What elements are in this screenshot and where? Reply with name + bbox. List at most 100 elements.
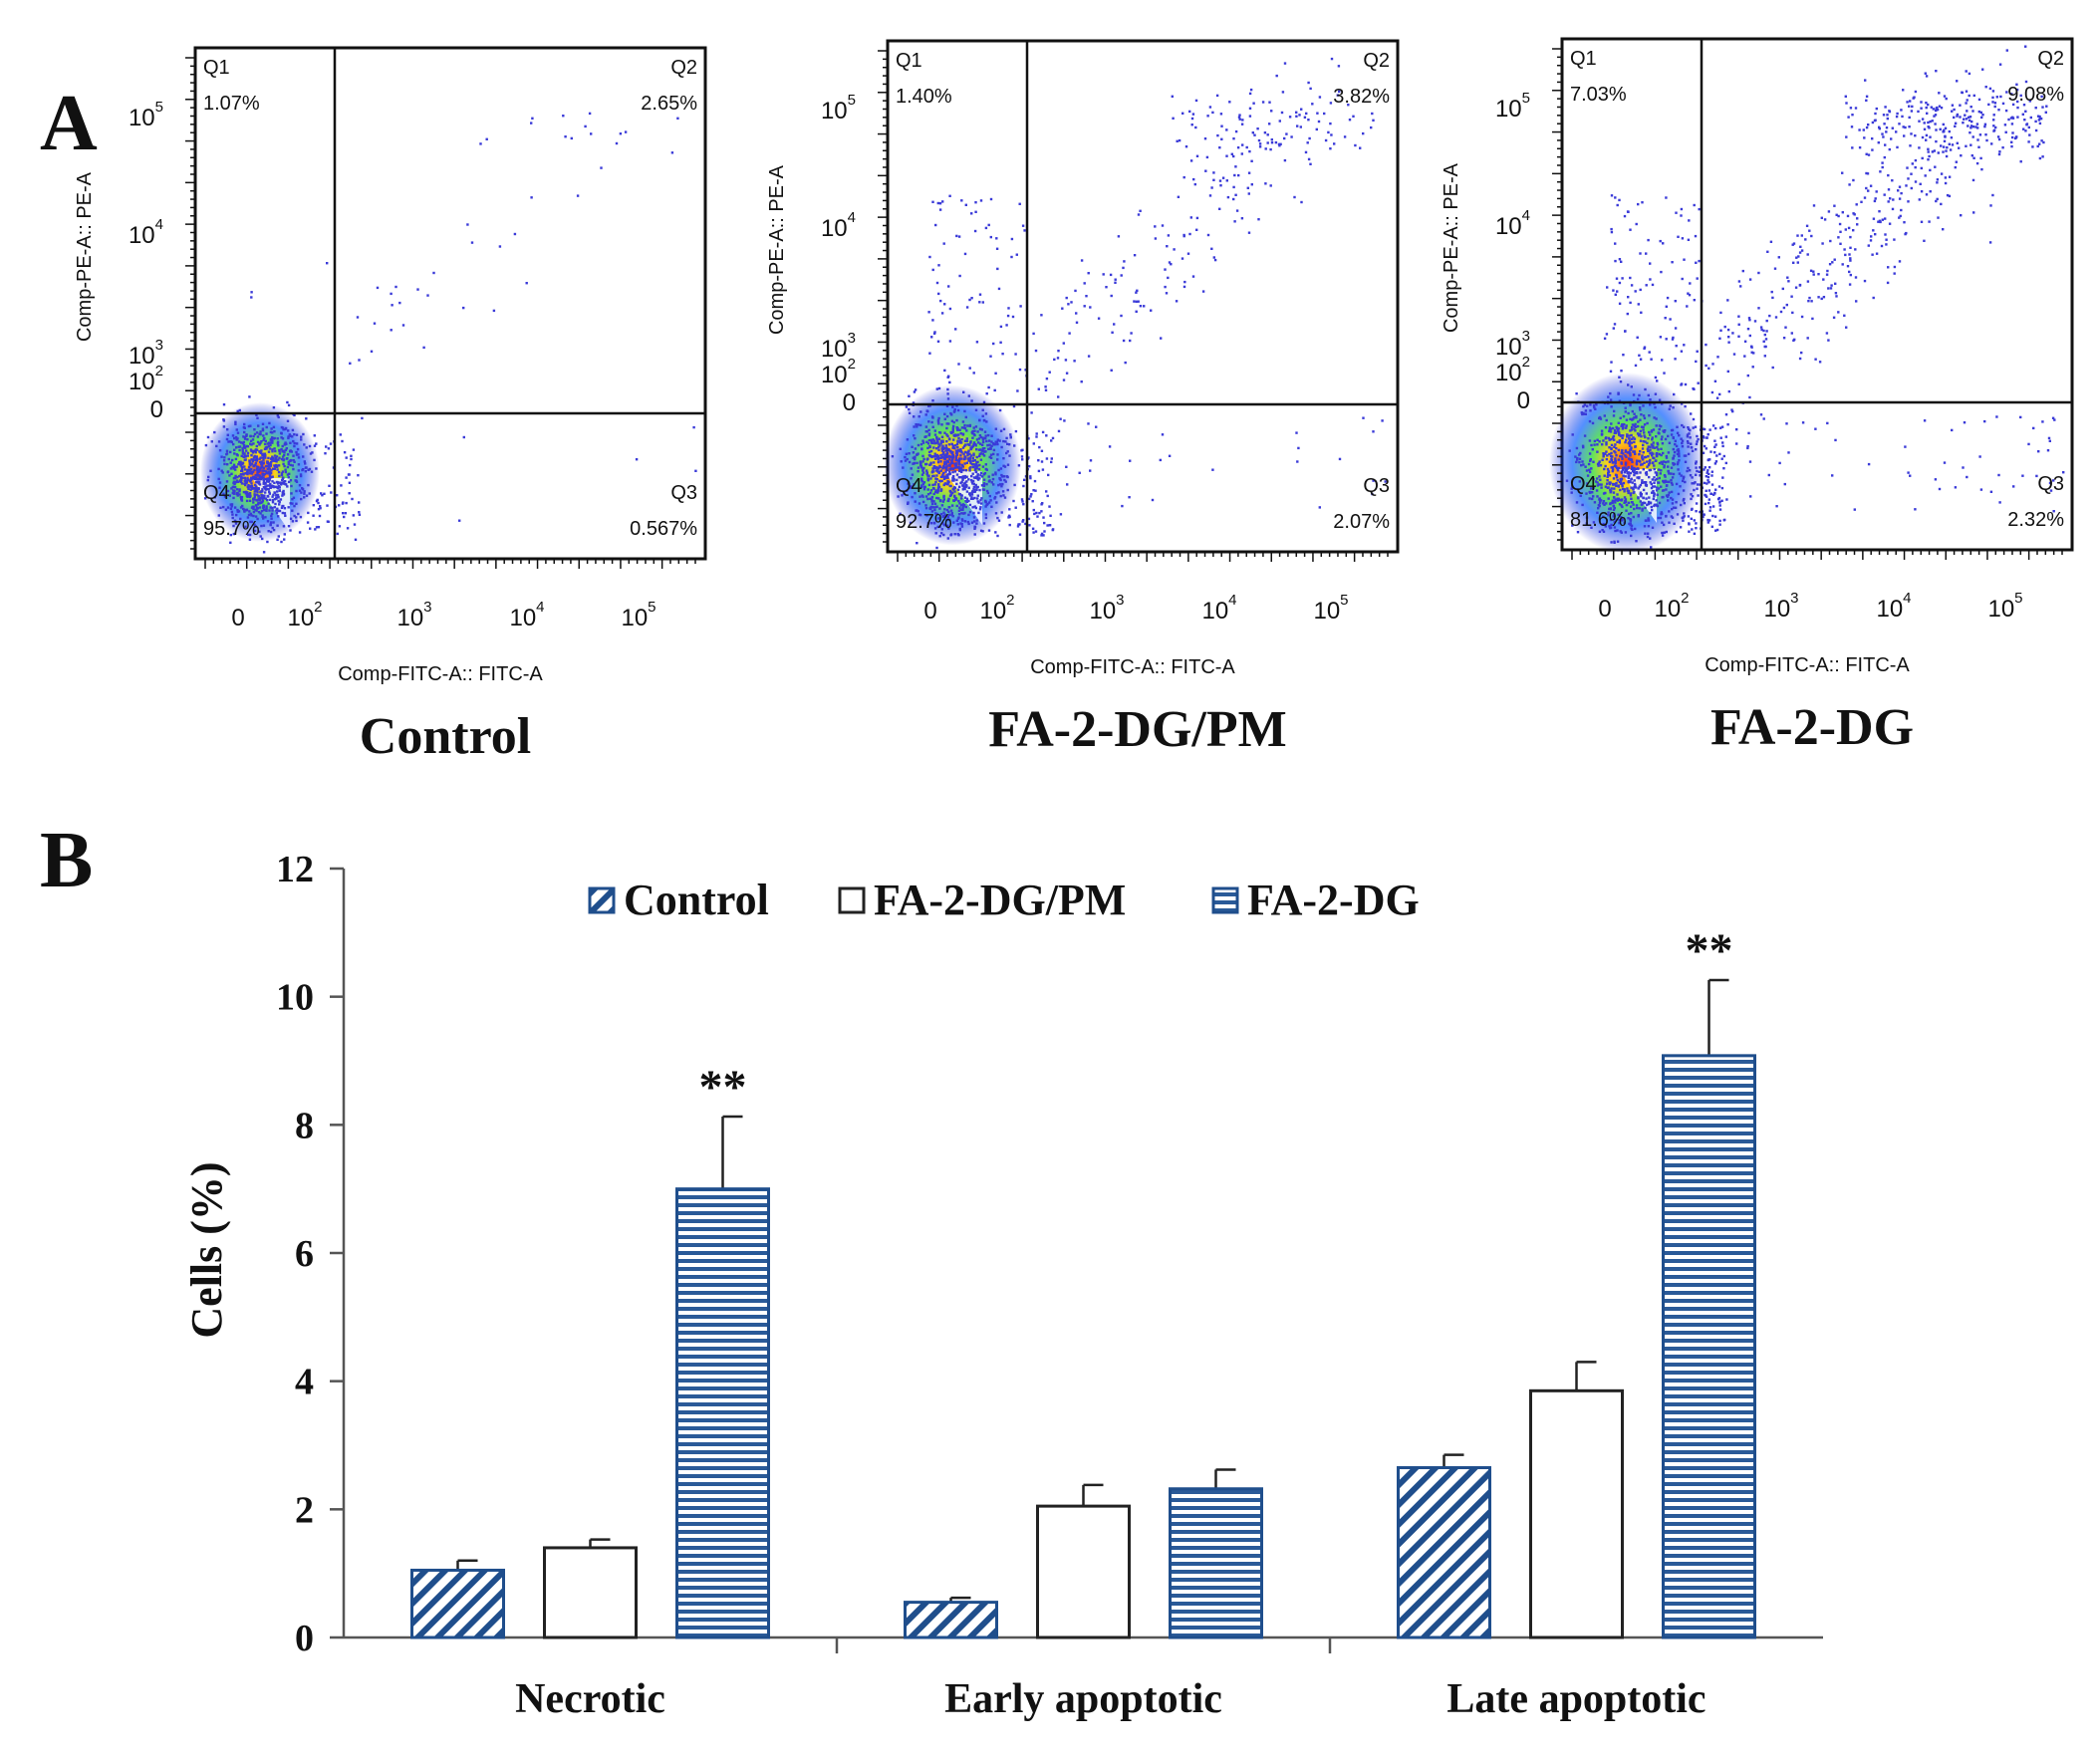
event-dot: [941, 515, 944, 518]
event-dot: [1637, 303, 1640, 306]
event-dot: [1668, 407, 1671, 410]
event-dot: [971, 436, 974, 439]
event-dot: [933, 455, 936, 458]
event-dot: [1002, 457, 1005, 460]
event-dot: [920, 480, 923, 483]
event-dot: [1650, 486, 1654, 490]
event-dot: [938, 456, 941, 460]
event-dot: [1610, 361, 1613, 364]
event-dot: [1269, 184, 1272, 187]
event-dot: [1898, 260, 1902, 263]
event-dot: [1655, 452, 1658, 456]
event-dot: [2025, 123, 2029, 126]
event-dot: [1133, 254, 1137, 257]
event-dot: [1900, 191, 1903, 195]
event-dot: [1610, 466, 1613, 469]
event-dot: [1743, 340, 1747, 343]
event-dot: [928, 497, 932, 500]
event-dot: [275, 509, 278, 512]
event-dot: [276, 437, 279, 440]
event-dot: [340, 484, 343, 487]
event-dot: [1616, 540, 1620, 543]
event-dot: [1704, 466, 1706, 469]
event-dot: [1602, 522, 1605, 526]
event-dot: [261, 537, 264, 541]
event-dot: [256, 416, 259, 419]
event-dot: [1896, 145, 1899, 149]
event-dot: [239, 473, 242, 476]
event-dot: [298, 489, 302, 492]
event-dot: [1672, 436, 1675, 440]
event-dot: [1652, 461, 1655, 464]
event-dot: [976, 460, 979, 464]
event-dot: [2042, 140, 2045, 144]
event-dot: [301, 487, 304, 490]
event-dot: [1714, 426, 1717, 430]
event-dot: [588, 112, 592, 116]
event-dot: [260, 440, 263, 443]
event-dot: [1939, 127, 1942, 130]
event-dot: [1804, 238, 1807, 241]
event-dot: [1653, 402, 1656, 405]
event-dot: [982, 478, 986, 481]
event-dot: [964, 415, 967, 419]
event-dot: [975, 497, 979, 500]
event-dot: [282, 482, 285, 485]
event-dot: [1647, 500, 1651, 504]
event-dot: [267, 444, 271, 447]
event-dot: [947, 506, 951, 509]
event-dot: [1630, 446, 1633, 449]
event-dot: [346, 527, 350, 530]
event-dot: [1578, 460, 1581, 464]
event-dot: [1793, 338, 1796, 342]
y-tick-label: 12: [276, 849, 314, 890]
event-dot: [1139, 305, 1143, 308]
event-dot: [276, 481, 279, 484]
event-dot: [234, 476, 237, 480]
event-dot: [929, 463, 932, 466]
event-dot: [926, 457, 929, 460]
event-dot: [1645, 252, 1648, 255]
event-dot: [1860, 200, 1863, 203]
event-dot: [1625, 418, 1629, 421]
event-dot: [1634, 422, 1637, 426]
event-dot: [230, 503, 234, 506]
event-dot: [1182, 233, 1185, 237]
event-dot: [255, 480, 258, 484]
event-dot: [1256, 127, 1259, 130]
event-dot: [1646, 535, 1650, 539]
event-dot: [940, 479, 943, 483]
event-dot: [1661, 402, 1664, 405]
event-dot: [989, 453, 993, 456]
event-dot: [1623, 490, 1626, 493]
event-dot: [1658, 461, 1662, 465]
event-dot: [1021, 458, 1024, 461]
event-dot: [1703, 513, 1706, 516]
event-dot: [1631, 423, 1635, 426]
event-dot: [236, 510, 239, 513]
event-dot: [271, 448, 274, 451]
event-dot: [1166, 245, 1169, 248]
event-dot: [969, 466, 972, 469]
event-dot: [272, 406, 276, 409]
event-dot: [274, 449, 277, 453]
event-dot: [1605, 502, 1608, 505]
event-dot: [1613, 445, 1616, 448]
event-dot: [905, 489, 909, 492]
event-dot: [1849, 257, 1852, 260]
quadrant-q3-percent: 2.07%: [1333, 511, 1390, 533]
event-dot: [1264, 147, 1267, 150]
event-dot: [929, 477, 932, 480]
event-dot: [1693, 203, 1696, 207]
event-dot: [1622, 474, 1625, 477]
event-dot: [959, 448, 962, 451]
event-dot: [906, 457, 909, 461]
event-dot: [262, 461, 265, 464]
event-dot: [943, 412, 946, 415]
event-dot: [933, 457, 937, 460]
event-dot: [1592, 404, 1596, 407]
event-dot: [1706, 433, 1709, 436]
event-dot: [1647, 238, 1650, 242]
event-dot: [1661, 435, 1664, 438]
